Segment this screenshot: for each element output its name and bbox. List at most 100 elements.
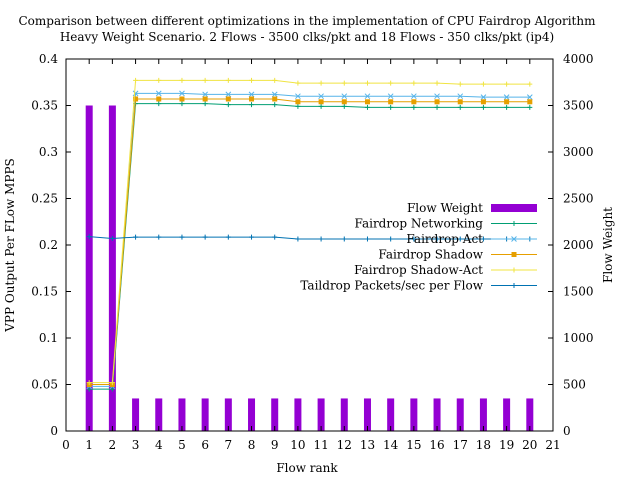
x-tick-label: 5 [178,438,186,452]
series-point-5 [86,234,92,240]
flow-weight-bar [363,398,371,431]
series-point-4 [109,380,115,386]
legend-marker-series-4 [511,267,517,273]
y2-tick-label: 2000 [563,238,594,252]
chart-subtitle: Heavy Weight Scenario. 2 Flows - 3500 cl… [60,30,554,44]
x-tick-label: 20 [522,438,537,452]
legend-marker-series-5 [511,283,517,288]
series-point-3 [457,99,463,105]
series-point-5 [272,234,278,240]
series-point-4 [86,380,92,386]
flow-weight-bar [317,398,325,431]
series-point-5 [295,236,301,242]
y-tick-label: 0.1 [39,331,58,345]
y2-tick-label: 1000 [563,331,594,345]
flow-weight-bar [479,398,487,431]
flow-weight-bar [201,398,209,431]
series-point-4 [295,80,301,86]
x-tick-label: 7 [225,438,233,452]
y-tick-label: 0.2 [39,238,58,252]
y-tick-label: 0.25 [31,192,58,206]
series-point-5 [249,234,255,240]
series-point-4 [225,77,231,83]
flow-weight-bar [85,105,93,431]
series-point-3 [133,96,139,102]
series-point-3 [434,99,440,105]
series-point-5 [225,234,231,240]
legend-marker-series-3 [511,252,517,257]
series-point-4 [364,80,370,86]
series-line-2 [89,92,530,387]
flow-weight-bar [294,398,302,431]
series-point-1 [411,104,417,110]
series-point-2 [341,93,348,100]
series-point-2 [434,93,440,100]
flow-weight-bar [271,398,279,431]
series-point-2 [480,94,487,100]
series-point-2 [271,91,278,98]
legend-label-series-2: Fairdrop Act [406,232,483,246]
series-point-3 [295,99,301,105]
y2-tick-label: 2500 [563,192,594,206]
series-point-5 [156,234,162,240]
x-tick-label: 11 [313,438,328,452]
x-tick-label: 8 [248,438,256,452]
flow-weight-bar [526,398,534,431]
y-tick-label: 0 [50,424,58,438]
x-tick-label: 16 [429,438,444,452]
x-tick-label: 14 [383,438,399,452]
legend-label-flow-weight: Flow Weight [407,201,483,215]
series-point-3 [156,96,162,102]
series-point-4 [388,80,394,86]
series-point-3 [527,99,533,105]
series-point-3 [364,99,370,105]
series-point-1 [341,103,347,109]
series-point-4 [272,77,278,83]
series-point-3 [225,96,231,102]
series-point-5 [480,236,486,242]
flow-weight-bar [503,398,511,431]
series-point-1 [480,104,486,110]
flow-weight-bar [178,398,186,431]
series-point-2 [248,91,255,98]
bars-layer [85,105,534,431]
series-point-4 [457,81,463,87]
legend-label-series-5: Taildrop Packets/sec per Flow [300,279,483,293]
y2-axis-label: Flow Weight [601,207,615,283]
series-point-4 [411,80,417,86]
x-tick-label: 21 [545,438,560,452]
series-point-4 [504,81,510,87]
series-point-1 [295,103,301,109]
series-point-2 [457,93,464,100]
series-point-3 [411,99,417,105]
y2-tick-label: 4000 [563,52,594,66]
flow-weight-bar [456,398,464,431]
series-point-3 [504,99,510,105]
series-point-2 [318,93,324,100]
series-point-5 [179,234,185,240]
series-point-3 [202,96,208,102]
chart-title: Comparison between different optimizatio… [19,14,597,28]
series-point-2 [387,93,394,100]
axes-layer: 0 1 2 3 4 5 6 7 8 9 10 11 12 13 14 15 16 17 18 19 20 2100.050… [31,52,593,452]
x-tick-label: 18 [476,438,491,452]
series-point-3 [341,99,347,105]
series-point-5 [341,236,347,242]
y-axis-label: VPP Output Per FLow MPPS [3,158,17,333]
series-point-1 [388,104,394,110]
series-point-1 [457,104,463,110]
series-point-4 [202,77,208,83]
series-point-1 [527,104,533,110]
series-line-4 [89,79,530,384]
series-point-5 [388,236,394,242]
series-point-1 [364,104,370,110]
flow-weight-bar [387,398,395,431]
series-point-2 [411,93,417,100]
x-tick-label: 4 [155,438,163,452]
series-point-5 [434,236,440,242]
y-tick-label: 0.05 [31,378,58,392]
series-point-1 [179,101,185,107]
x-tick-label: 15 [406,438,421,452]
flow-weight-bar [108,105,116,431]
